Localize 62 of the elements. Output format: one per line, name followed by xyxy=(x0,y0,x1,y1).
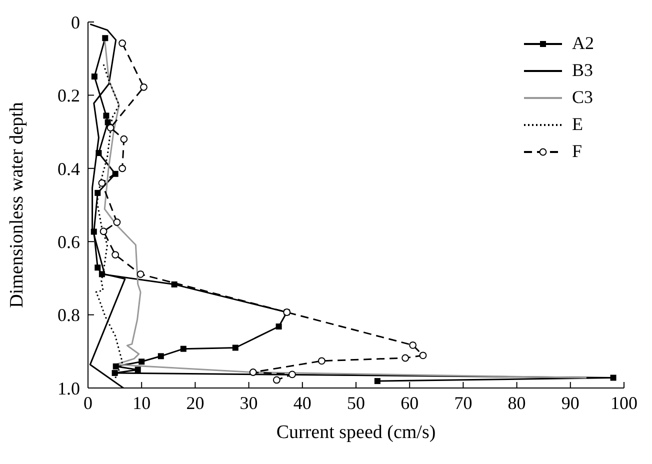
point xyxy=(232,344,238,351)
point xyxy=(272,376,280,384)
point xyxy=(100,228,108,236)
x-tick-label: 70 xyxy=(454,392,472,413)
point xyxy=(106,124,114,132)
legend-label: B3 xyxy=(572,60,594,81)
legend-label: F xyxy=(572,141,582,162)
point xyxy=(136,270,144,278)
y-tick-label: 0.4 xyxy=(58,158,80,179)
point xyxy=(276,324,282,330)
point xyxy=(112,251,120,258)
x-tick-label: 80 xyxy=(508,392,526,413)
x-tick-label: 90 xyxy=(561,392,580,413)
y-tick-label: 0.2 xyxy=(58,86,80,106)
y-tick-label: 1.0 xyxy=(58,378,80,398)
point xyxy=(112,370,118,376)
legend-label: C3 xyxy=(572,87,594,108)
point xyxy=(249,368,257,376)
point xyxy=(134,366,141,373)
point xyxy=(94,264,101,271)
point xyxy=(104,119,111,126)
x-tick-label: 30 xyxy=(240,392,258,413)
point xyxy=(118,164,126,172)
point xyxy=(118,40,126,47)
point xyxy=(98,179,106,187)
point xyxy=(409,341,417,349)
y-tick-label: 0.6 xyxy=(58,232,80,252)
point xyxy=(374,378,380,384)
x-tick-label: 60 xyxy=(400,392,419,413)
x-tick-label: 10 xyxy=(132,392,151,413)
point xyxy=(402,354,410,362)
point xyxy=(113,218,121,226)
x-tick-label: 100 xyxy=(610,392,638,413)
legend-label: E xyxy=(572,114,583,135)
point xyxy=(158,353,164,360)
point xyxy=(112,363,119,370)
x-tick-label: 50 xyxy=(347,392,365,413)
point xyxy=(419,352,427,360)
point xyxy=(180,346,186,352)
point xyxy=(102,35,108,42)
y-tick-label: 0 xyxy=(71,12,80,32)
legend-label: A2 xyxy=(572,33,594,54)
point xyxy=(140,83,148,91)
x-tick-label: 0 xyxy=(84,392,92,413)
point xyxy=(610,374,616,381)
point xyxy=(318,357,326,365)
x-tick-label: 20 xyxy=(186,392,204,413)
point xyxy=(112,170,118,177)
point xyxy=(288,370,296,378)
point xyxy=(120,135,128,143)
point xyxy=(94,190,101,196)
y-tick-label: 0.8 xyxy=(58,305,80,326)
x-axis-title: Current speed (cm/s) xyxy=(276,422,436,443)
point xyxy=(171,281,178,288)
point xyxy=(96,150,102,156)
point xyxy=(98,271,105,278)
point xyxy=(91,74,98,80)
point xyxy=(103,112,110,119)
y-axis-title: Dimensionless water depth xyxy=(6,102,28,308)
point xyxy=(90,228,97,235)
x-tick-label: 40 xyxy=(293,392,312,413)
point xyxy=(138,358,145,365)
